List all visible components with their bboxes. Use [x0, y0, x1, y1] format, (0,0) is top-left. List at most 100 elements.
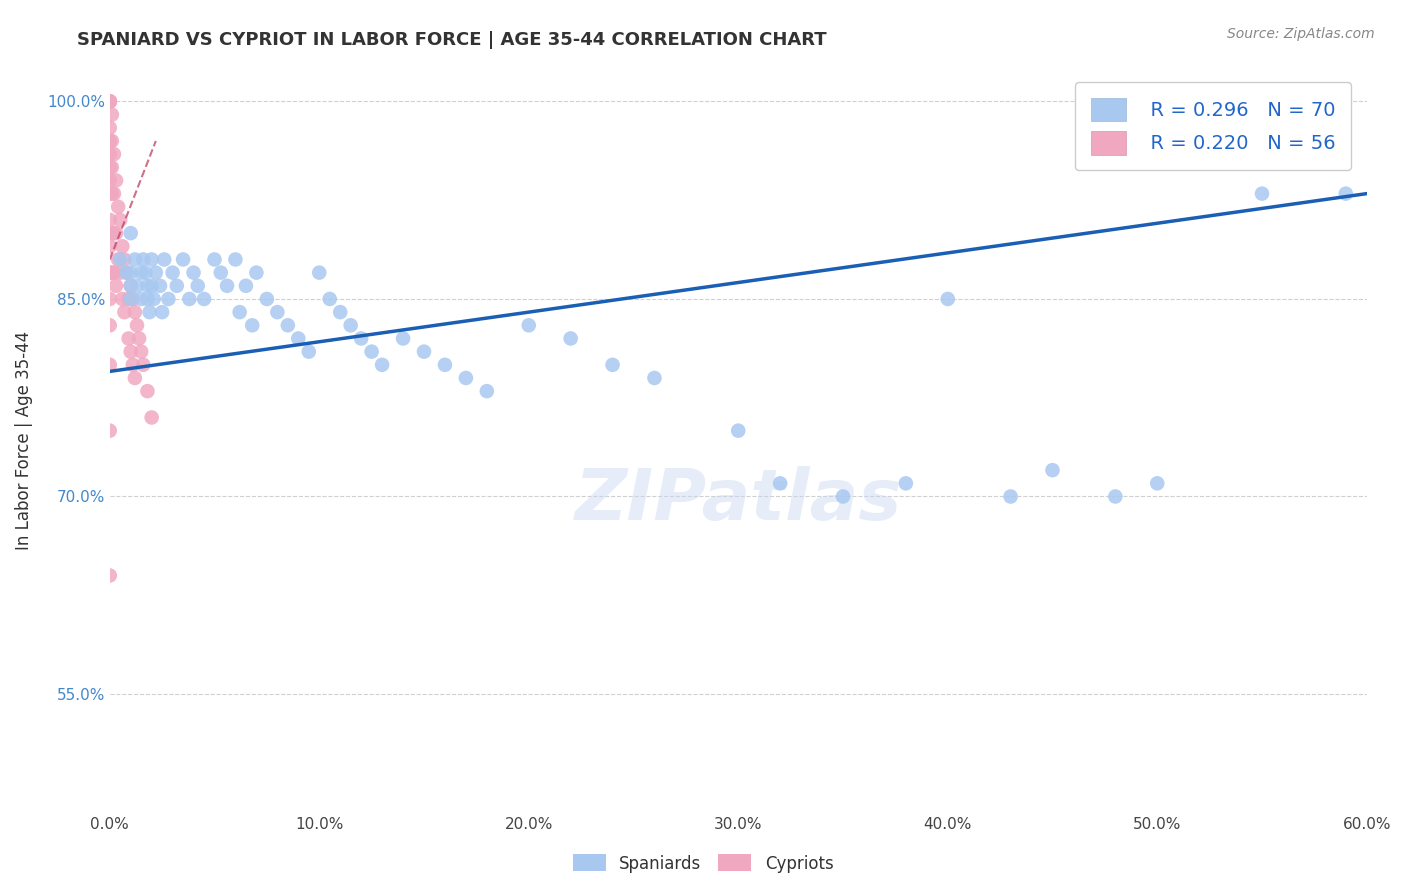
Point	[125, 278, 148, 293]
Point	[98, 120, 121, 135]
Point	[1251, 186, 1274, 201]
Point	[117, 331, 139, 345]
Point	[894, 476, 917, 491]
Point	[98, 318, 121, 333]
Point	[101, 161, 124, 175]
Point	[105, 226, 128, 240]
Point	[141, 410, 163, 425]
Point	[124, 305, 146, 319]
Point	[235, 278, 257, 293]
Point	[517, 318, 540, 333]
Point	[128, 331, 150, 345]
Point	[101, 107, 124, 121]
Point	[117, 292, 139, 306]
Point	[1042, 463, 1064, 477]
Point	[98, 95, 121, 109]
Point	[209, 266, 232, 280]
Point	[98, 161, 121, 175]
Point	[145, 266, 167, 280]
Point	[115, 266, 138, 280]
Point	[110, 213, 132, 227]
Point	[1104, 490, 1126, 504]
Point	[98, 213, 121, 227]
Point	[602, 358, 624, 372]
Point	[475, 384, 498, 399]
Point	[103, 186, 125, 201]
Point	[832, 490, 855, 504]
Point	[179, 292, 201, 306]
Point	[245, 266, 267, 280]
Point	[138, 305, 160, 319]
Point	[153, 252, 176, 267]
Point	[110, 252, 132, 267]
Point	[101, 186, 124, 201]
Point	[936, 292, 959, 306]
Point	[129, 266, 152, 280]
Point	[172, 252, 194, 267]
Point	[150, 305, 173, 319]
Point	[98, 147, 121, 161]
Point	[187, 278, 209, 293]
Point	[125, 318, 148, 333]
Point	[98, 239, 121, 253]
Point	[1334, 186, 1357, 201]
Point	[204, 252, 226, 267]
Point	[98, 95, 121, 109]
Point	[217, 278, 239, 293]
Point	[129, 344, 152, 359]
Y-axis label: In Labor Force | Age 35-44: In Labor Force | Age 35-44	[15, 331, 32, 550]
Point	[98, 424, 121, 438]
Point	[120, 292, 142, 306]
Point	[560, 331, 582, 345]
Text: SPANIARD VS CYPRIOT IN LABOR FORCE | AGE 35-44 CORRELATION CHART: SPANIARD VS CYPRIOT IN LABOR FORCE | AGE…	[77, 31, 827, 49]
Point	[1146, 476, 1168, 491]
Point	[454, 371, 477, 385]
Point	[266, 305, 288, 319]
Point	[142, 292, 165, 306]
Point	[228, 305, 250, 319]
Point	[120, 344, 142, 359]
Point	[308, 266, 330, 280]
Point	[371, 358, 394, 372]
Point	[124, 252, 146, 267]
Point	[98, 266, 121, 280]
Point	[162, 266, 184, 280]
Point	[121, 292, 143, 306]
Point	[101, 134, 124, 148]
Point	[132, 252, 155, 267]
Point	[120, 226, 142, 240]
Point	[141, 252, 163, 267]
Point	[98, 568, 121, 582]
Point	[287, 331, 309, 345]
Point	[136, 292, 159, 306]
Point	[350, 331, 373, 345]
Point	[183, 266, 205, 280]
Text: ZIPatlas: ZIPatlas	[575, 466, 901, 534]
Point	[98, 95, 121, 109]
Point	[98, 95, 121, 109]
Point	[120, 278, 142, 293]
Point	[98, 95, 121, 109]
Point	[107, 252, 129, 267]
Point	[98, 95, 121, 109]
Point	[413, 344, 436, 359]
Point	[120, 266, 142, 280]
Point	[298, 344, 321, 359]
Point	[134, 266, 156, 280]
Point	[360, 344, 382, 359]
Legend:   R = 0.296   N = 70,   R = 0.220   N = 56: R = 0.296 N = 70, R = 0.220 N = 56	[1076, 82, 1351, 170]
Point	[224, 252, 246, 267]
Point	[98, 134, 121, 148]
Point	[107, 200, 129, 214]
Point	[166, 278, 188, 293]
Point	[392, 331, 415, 345]
Point	[111, 239, 134, 253]
Point	[112, 305, 135, 319]
Point	[319, 292, 342, 306]
Point	[98, 292, 121, 306]
Point	[193, 292, 215, 306]
Point	[132, 358, 155, 372]
Point	[136, 384, 159, 399]
Point	[110, 266, 132, 280]
Point	[240, 318, 263, 333]
